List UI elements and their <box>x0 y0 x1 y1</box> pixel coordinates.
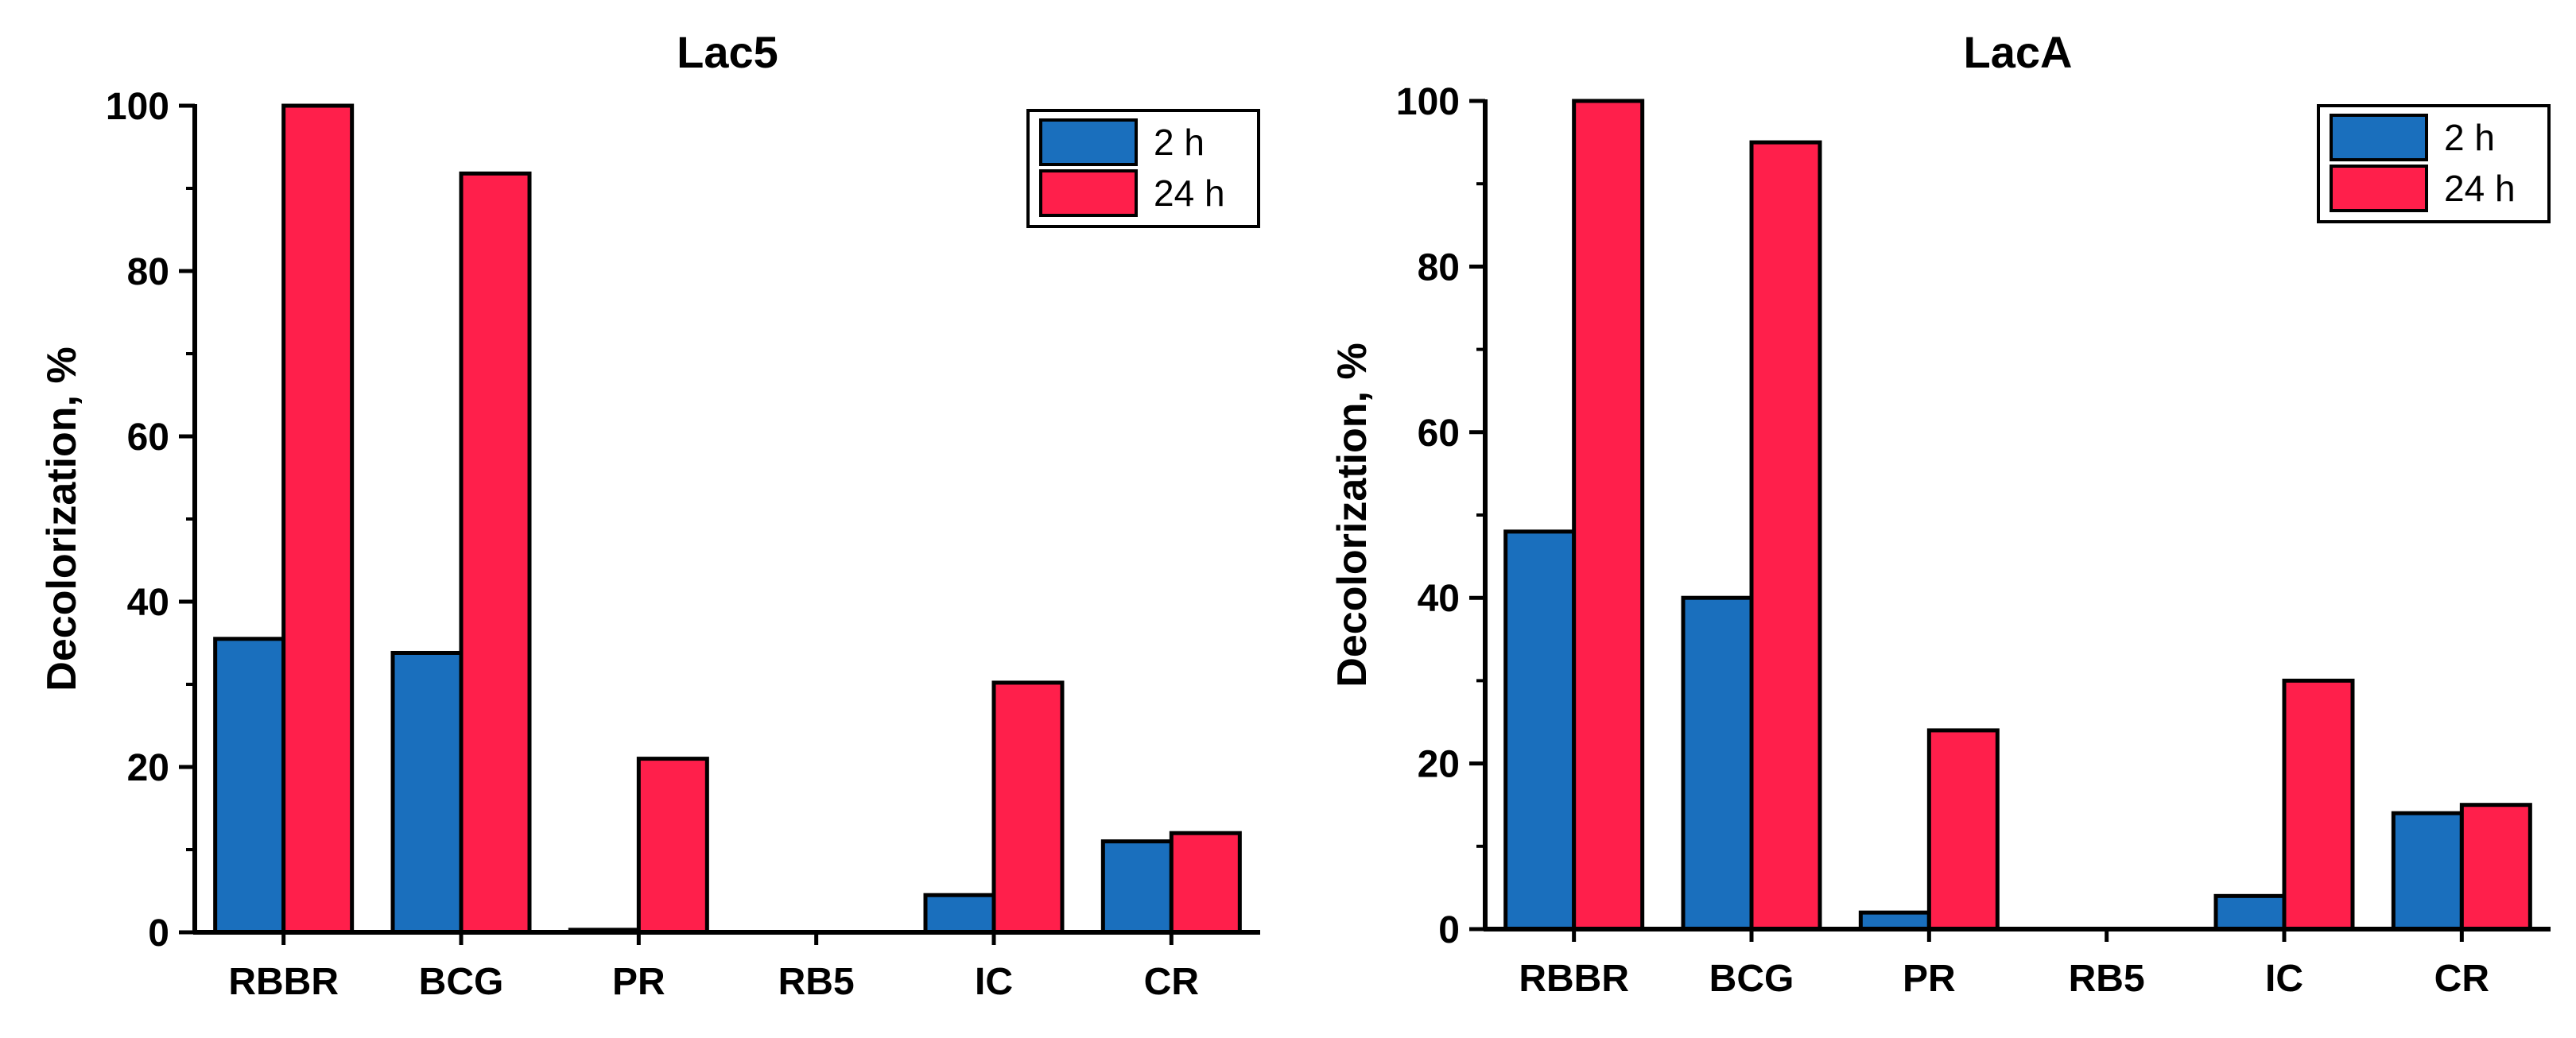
bar-cr-24h <box>2459 803 2532 931</box>
x-tick-label: RB5 <box>778 961 855 1003</box>
y-tick-label: 60 <box>1418 412 1460 455</box>
y-tick-label: 80 <box>1418 246 1460 289</box>
bar-bcg-2h <box>1681 595 1754 931</box>
y-tick-label: 100 <box>106 86 169 128</box>
bar-bcg-2h <box>390 650 464 935</box>
y-tick-label: 20 <box>127 747 169 789</box>
bar-rbbr-2h <box>213 637 286 935</box>
chart-panel-1: LacA Decolorization, % RBBR BCG PR RB5 IC CR 0 20… <box>1329 27 2551 1000</box>
x-tick-label: IC <box>975 961 1013 1003</box>
x-tick-label: BCG <box>419 961 504 1003</box>
bar-pr-24h <box>636 757 709 935</box>
bar-rbbr-24h <box>281 103 355 935</box>
x-tick-label: BCG <box>1709 958 1794 1000</box>
bar-ic-2h <box>2213 893 2287 931</box>
bar-cr-2h <box>1100 839 1174 935</box>
bar-bcg-24h <box>1749 140 1822 931</box>
chart-panel-0: Lac5 Decolorization, % RBBR BCG PR RB5 IC CR 0 20… <box>39 27 1260 1003</box>
bar-bcg-24h <box>459 171 532 935</box>
chart-title: LacA <box>1964 27 2073 77</box>
y-tick-label: 0 <box>148 912 169 955</box>
x-tick-label: PR <box>612 961 665 1003</box>
x-tick-label: IC <box>2265 958 2303 1000</box>
legend-swatch <box>1039 118 1138 166</box>
y-tick-label: 40 <box>1418 578 1460 620</box>
y-tick-label: 80 <box>127 251 169 293</box>
x-tick-label: CR <box>1144 961 1199 1003</box>
bar-ic-24h <box>991 680 1065 935</box>
y-tick-label: 20 <box>1418 744 1460 786</box>
bar-cr-2h <box>2391 811 2464 931</box>
x-tick-label: RBBR <box>1519 958 1629 1000</box>
legend-swatch <box>1039 169 1138 217</box>
y-axis-label: Decolorization, % <box>1329 343 1375 687</box>
legend-label: 24 h <box>2444 168 2516 209</box>
bar-rbbr-2h <box>1503 529 1577 931</box>
bar-pr-24h <box>1926 728 2000 931</box>
x-tick-label: PR <box>1903 958 1956 1000</box>
legend-swatch <box>2330 165 2428 212</box>
x-tick-label: CR <box>2434 958 2489 1000</box>
legend-swatch <box>2330 114 2428 161</box>
legend-label: 2 h <box>2444 117 2495 158</box>
bar-rbbr-24h <box>1572 99 1645 931</box>
chart-title: Lac5 <box>677 27 778 77</box>
x-tick-label: RBBR <box>228 961 339 1003</box>
bar-pr-2h <box>1858 910 1931 931</box>
x-tick-label: RB5 <box>2069 958 2145 1000</box>
y-tick-label: 60 <box>127 416 169 459</box>
legend-label: 24 h <box>1154 172 1225 214</box>
bar-ic-2h <box>923 893 996 935</box>
legend-label: 2 h <box>1154 122 1205 163</box>
bar-cr-24h <box>1169 831 1242 935</box>
y-axis-label: Decolorization, % <box>39 347 85 691</box>
bar-ic-24h <box>2282 678 2355 931</box>
y-tick-label: 40 <box>127 582 169 624</box>
y-tick-label: 0 <box>1438 909 1460 951</box>
y-tick-label: 100 <box>1396 81 1460 123</box>
